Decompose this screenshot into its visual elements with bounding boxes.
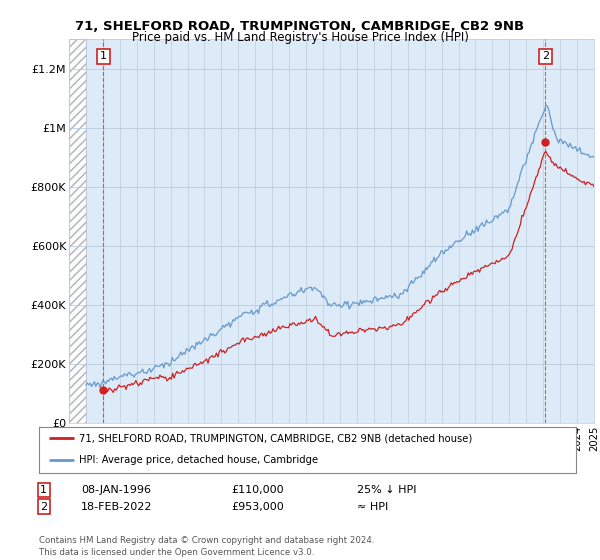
Text: £953,000: £953,000 — [231, 502, 284, 512]
Text: 71, SHELFORD ROAD, TRUMPINGTON, CAMBRIDGE, CB2 9NB: 71, SHELFORD ROAD, TRUMPINGTON, CAMBRIDG… — [76, 20, 524, 32]
Text: 2: 2 — [40, 502, 47, 512]
Text: Price paid vs. HM Land Registry's House Price Index (HPI): Price paid vs. HM Land Registry's House … — [131, 31, 469, 44]
Text: 1: 1 — [100, 52, 107, 62]
Text: 25% ↓ HPI: 25% ↓ HPI — [357, 485, 416, 495]
Text: 71, SHELFORD ROAD, TRUMPINGTON, CAMBRIDGE, CB2 9NB (detached house): 71, SHELFORD ROAD, TRUMPINGTON, CAMBRIDG… — [79, 433, 473, 444]
Text: HPI: Average price, detached house, Cambridge: HPI: Average price, detached house, Camb… — [79, 455, 319, 465]
Text: £110,000: £110,000 — [231, 485, 284, 495]
Text: ≈ HPI: ≈ HPI — [357, 502, 388, 512]
Text: Contains HM Land Registry data © Crown copyright and database right 2024.
This d: Contains HM Land Registry data © Crown c… — [39, 536, 374, 557]
Text: 1: 1 — [40, 485, 47, 495]
Text: 08-JAN-1996: 08-JAN-1996 — [81, 485, 151, 495]
Text: 2: 2 — [542, 52, 549, 62]
Bar — [69, 39, 86, 423]
Text: 18-FEB-2022: 18-FEB-2022 — [81, 502, 152, 512]
